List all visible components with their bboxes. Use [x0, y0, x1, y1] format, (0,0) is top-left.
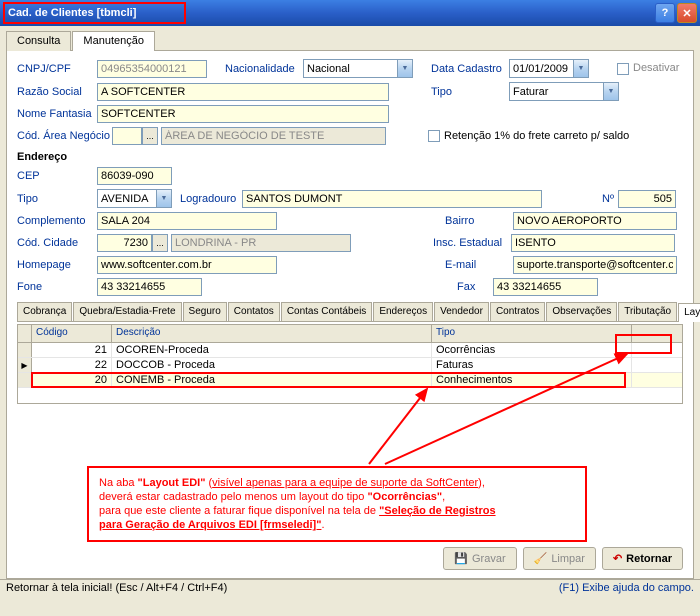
- limpar-button[interactable]: 🧹Limpar: [523, 547, 596, 570]
- codarea-label: Cód. Área Negócio: [17, 130, 112, 142]
- fax-label: Fax: [457, 281, 493, 293]
- chevron-down-icon: ▼: [156, 190, 171, 207]
- close-button[interactable]: ✕: [677, 3, 697, 23]
- top-tabs: Consulta Manutenção: [6, 30, 694, 51]
- nacionalidade-label: Nacionalidade: [225, 63, 303, 75]
- checkbox-icon: [617, 63, 629, 75]
- main-panel: CNPJ/CPF Nacionalidade Nacional▼ Data Ca…: [6, 51, 694, 579]
- lookup-button[interactable]: ...: [152, 234, 168, 252]
- button-bar: 💾Gravar 🧹Limpar ↶Retornar: [443, 547, 683, 570]
- chevron-down-icon: ▼: [603, 83, 618, 100]
- tab-consulta[interactable]: Consulta: [6, 31, 71, 51]
- compl-label: Complemento: [17, 215, 97, 227]
- cep-input[interactable]: [97, 167, 172, 185]
- help-button[interactable]: ?: [655, 3, 675, 23]
- titlebar: Cad. de Clientes [tbmcli] ? ✕: [0, 0, 700, 26]
- fone-label: Fone: [17, 281, 97, 293]
- datacad-combo[interactable]: 01/01/2009▼: [509, 59, 589, 78]
- fantasia-label: Nome Fantasia: [17, 108, 97, 120]
- home-input[interactable]: [97, 256, 277, 274]
- tab-obs[interactable]: Observações: [546, 302, 617, 321]
- window-title: Cad. de Clientes [tbmcli]: [8, 7, 136, 19]
- grid-header: Código Descrição Tipo: [18, 325, 682, 343]
- tab-layout-edi[interactable]: Layout EDI: [678, 303, 700, 322]
- table-row[interactable]: 21 OCOREN-Proceda Ocorrências: [18, 343, 682, 358]
- num-label: Nº: [590, 193, 614, 205]
- tipo2-label: Tipo: [17, 193, 97, 205]
- statusbar: Retornar à tela inicial! (Esc / Alt+F4 /…: [0, 579, 700, 596]
- tab-vendedor[interactable]: Vendedor: [434, 302, 489, 321]
- save-icon: 💾: [454, 552, 468, 565]
- desativar-check[interactable]: Desativar: [617, 62, 679, 74]
- email-input[interactable]: [513, 256, 677, 274]
- back-arrow-icon: ↶: [613, 552, 622, 565]
- fax-input[interactable]: [493, 278, 598, 296]
- row-marker: [18, 373, 32, 387]
- nacionalidade-combo[interactable]: Nacional▼: [303, 59, 413, 78]
- endereco-header: Endereço: [17, 151, 683, 163]
- compl-input[interactable]: [97, 212, 277, 230]
- status-left: Retornar à tela inicial! (Esc / Alt+F4 /…: [6, 582, 227, 594]
- tab-contas[interactable]: Contas Contábeis: [281, 302, 373, 321]
- fone-input[interactable]: [97, 278, 202, 296]
- col-desc[interactable]: Descrição: [112, 325, 432, 342]
- annotation-note: Na aba "Layout EDI" (visível apenas para…: [87, 466, 587, 542]
- bairro-input[interactable]: [513, 212, 677, 230]
- num-input[interactable]: [618, 190, 676, 208]
- tipo-combo[interactable]: Faturar▼: [509, 82, 619, 101]
- tab-tributacao[interactable]: Tributação: [618, 302, 677, 321]
- broom-icon: 🧹: [534, 552, 548, 565]
- tab-contatos[interactable]: Contatos: [228, 302, 280, 321]
- row-marker-header: [18, 325, 32, 342]
- cep-label: CEP: [17, 170, 97, 182]
- checkbox-icon: [428, 130, 440, 142]
- insc-label: Insc. Estadual: [433, 237, 511, 249]
- row-marker: [18, 343, 32, 357]
- tab-seguro[interactable]: Seguro: [183, 302, 227, 321]
- codcid-input[interactable]: [97, 234, 152, 252]
- col-tipo[interactable]: Tipo: [432, 325, 632, 342]
- bairro-label: Bairro: [445, 215, 513, 227]
- tipo-label: Tipo: [431, 86, 509, 98]
- retencao-check[interactable]: Retenção 1% do frete carreto p/ saldo: [428, 130, 629, 142]
- tab-quebra[interactable]: Quebra/Estadia-Frete: [73, 302, 181, 321]
- chevron-down-icon: ▼: [573, 60, 588, 77]
- codcid-label: Cód. Cidade: [17, 237, 97, 249]
- tab-contratos[interactable]: Contratos: [490, 302, 545, 321]
- retornar-button[interactable]: ↶Retornar: [602, 547, 683, 570]
- content-area: Consulta Manutenção CNPJ/CPF Nacionalida…: [0, 26, 700, 579]
- home-label: Homepage: [17, 259, 97, 271]
- table-row[interactable]: ▶ 22 DOCCOB - Proceda Faturas: [18, 358, 682, 373]
- insc-input[interactable]: [511, 234, 675, 252]
- area-readonly: [161, 127, 386, 145]
- tab-cobranca[interactable]: Cobrança: [17, 302, 72, 321]
- datacad-label: Data Cadastro: [431, 63, 509, 75]
- email-label: E-mail: [445, 259, 513, 271]
- grid-layout-edi: Código Descrição Tipo 21 OCOREN-Proceda …: [17, 324, 683, 404]
- system-buttons: ? ✕: [655, 3, 697, 23]
- tab-enderecos[interactable]: Endereços: [373, 302, 433, 321]
- codarea-input[interactable]: [112, 127, 142, 145]
- mid-tabs: Cobrança Quebra/Estadia-Frete Seguro Con…: [17, 302, 683, 322]
- lookup-button[interactable]: ...: [142, 127, 158, 145]
- gravar-button[interactable]: 💾Gravar: [443, 547, 516, 570]
- cnpj-input[interactable]: [97, 60, 207, 78]
- logradouro-input[interactable]: [242, 190, 542, 208]
- cnpj-label: CNPJ/CPF: [17, 63, 97, 75]
- razao-input[interactable]: [97, 83, 389, 101]
- status-right: (F1) Exibe ajuda do campo.: [559, 582, 694, 594]
- row-marker: ▶: [18, 358, 32, 372]
- logradouro-label: Logradouro: [180, 193, 242, 205]
- table-row[interactable]: 20 CONEMB - Proceda Conhecimentos: [18, 373, 682, 388]
- tipo2-combo[interactable]: AVENIDA▼: [97, 189, 172, 208]
- tab-manutencao[interactable]: Manutenção: [72, 31, 155, 51]
- col-codigo[interactable]: Código: [32, 325, 112, 342]
- fantasia-input[interactable]: [97, 105, 389, 123]
- razao-label: Razão Social: [17, 86, 97, 98]
- chevron-down-icon: ▼: [397, 60, 412, 77]
- cidade-readonly: [171, 234, 351, 252]
